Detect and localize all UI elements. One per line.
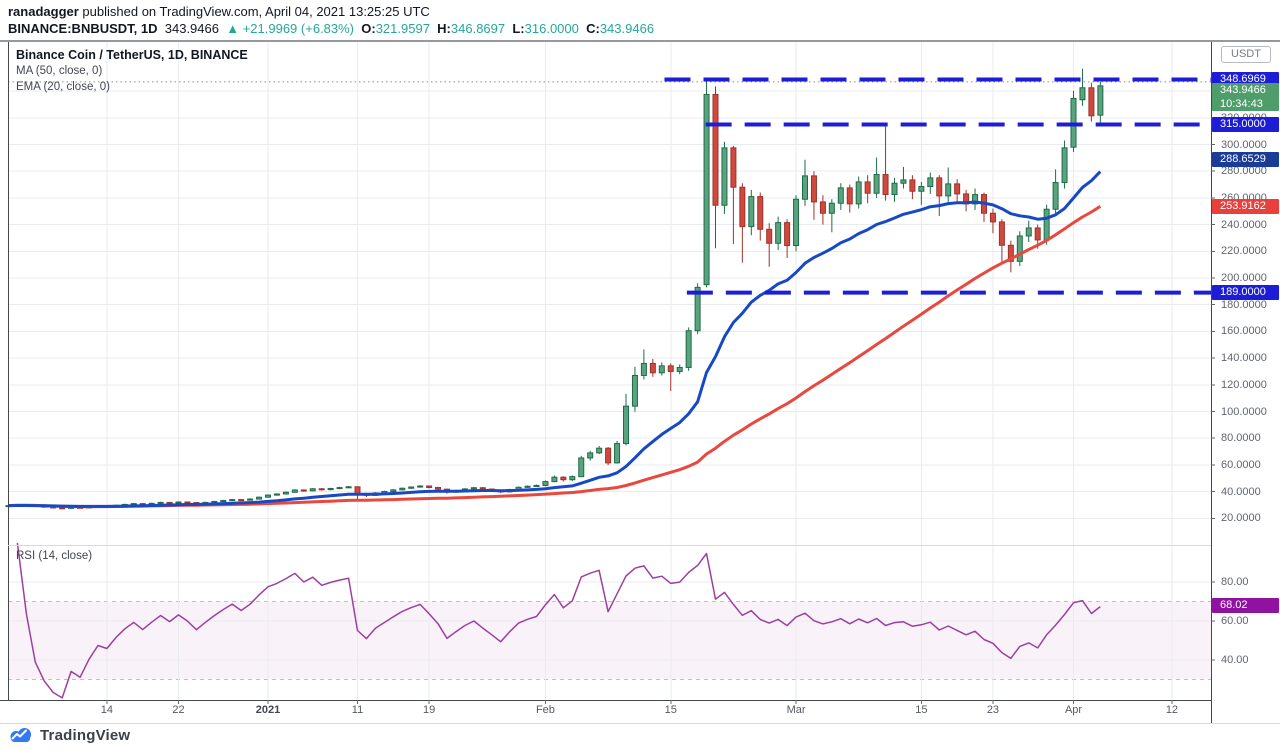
byline-username: ranadagger xyxy=(8,4,79,19)
header-separator xyxy=(0,40,1280,42)
last-price: 343.9466 xyxy=(164,21,219,36)
chart-title: Binance Coin / TetherUS, 1D, BINANCE xyxy=(16,48,248,62)
time-tick-label: 22 xyxy=(172,704,185,716)
high-value: 346.8697 xyxy=(450,21,506,36)
price-axis[interactable] xyxy=(1211,42,1280,723)
low-label: L: xyxy=(512,21,525,36)
level-low-badge: 189.0000 xyxy=(1212,285,1279,301)
price-tick-label: 140.0000 xyxy=(1221,352,1267,365)
rsi-legend: RSI (14, close) xyxy=(16,550,93,562)
price-tick-label: 180.0000 xyxy=(1221,298,1267,311)
price-tick-label: 280.0000 xyxy=(1221,165,1267,178)
rsi-tick-label: 60.00 xyxy=(1221,615,1249,627)
ema-legend: EMA (20, close, 0) xyxy=(16,81,110,93)
symbol-status-line: BINANCE:BNBUSDT, 1D 343.9466 ▲ +21.9969 … xyxy=(8,21,654,36)
time-tick-label: 23 xyxy=(986,704,1000,716)
price-tick-label: 220.0000 xyxy=(1221,245,1267,258)
price-tick-label: 120.0000 xyxy=(1221,378,1267,391)
bar-countdown: 10:34:43 xyxy=(1220,98,1263,110)
time-tick-label: 11 xyxy=(351,704,364,716)
ema-line xyxy=(8,170,1102,508)
price-tick-label: 40.0000 xyxy=(1221,485,1261,498)
tradingview-cloud-icon xyxy=(10,728,31,742)
high-label: H: xyxy=(437,21,451,36)
close-label: C: xyxy=(586,21,600,36)
level-lines xyxy=(664,77,1211,295)
time-axis[interactable] xyxy=(8,700,1211,723)
open-label: O: xyxy=(361,21,376,36)
rsi-value-badge: 68.02 xyxy=(1212,597,1279,613)
ma-legend: MA (50, close, 0) xyxy=(16,65,103,77)
chart-frame xyxy=(0,42,1215,723)
rsi-band xyxy=(8,601,1211,680)
close-value: 343.9466 xyxy=(599,21,655,36)
price-tick-label: 300.0000 xyxy=(1221,138,1267,151)
byline-text: published on TradingView.com, April 04, … xyxy=(78,4,430,19)
level-mid-badge: 315.0000 xyxy=(1212,116,1279,132)
open-value: 321.9597 xyxy=(375,21,430,36)
low-value: 316.0000 xyxy=(524,21,579,36)
rsi-tick-label: 80.00 xyxy=(1221,576,1249,588)
price-tick-label: 160.0000 xyxy=(1221,325,1267,338)
rsi-tick-label: 40.00 xyxy=(1221,654,1249,666)
price-tick-label: 200.0000 xyxy=(1221,272,1267,284)
time-tick-label: Apr xyxy=(1064,704,1083,716)
candlesticks xyxy=(5,68,1104,510)
price-tick-label: 20.0000 xyxy=(1221,512,1261,525)
time-tick-label: 19 xyxy=(422,704,436,716)
price-tick-label: 240.0000 xyxy=(1221,218,1267,231)
price-tick-label: 60.0000 xyxy=(1221,458,1261,471)
price-tick-label: 80.0000 xyxy=(1221,432,1261,445)
time-tick-label: 15 xyxy=(915,704,928,716)
ma-value-badge: 253.9162 xyxy=(1212,198,1279,214)
time-tick-label: 12 xyxy=(1165,704,1179,716)
time-tick-label: 2021 xyxy=(255,704,281,716)
time-tick-label: Feb xyxy=(535,704,555,716)
currency-toggle-button[interactable]: USDT xyxy=(1221,46,1271,63)
gridlines xyxy=(8,42,1211,700)
price-tick-label: 100.0000 xyxy=(1221,405,1267,418)
last-price-badge: 343.9466 10:34:43 xyxy=(1212,83,1279,111)
symbol-name: BINANCE:BNBUSDT, 1D xyxy=(8,21,158,36)
time-tick-label: 14 xyxy=(100,704,114,716)
footer-separator xyxy=(0,723,1280,724)
ema-value-badge: 288.6529 xyxy=(1212,152,1279,168)
rsi-line xyxy=(16,542,1101,699)
main-pane-legend: Binance Coin / TetherUS, 1D, BINANCE MA … xyxy=(16,47,248,95)
time-tick-label: Mar xyxy=(786,704,806,716)
tradingview-logo[interactable]: TradingView xyxy=(8,726,130,744)
price-change: ▲ +21.9969 (+6.83%) xyxy=(226,21,355,36)
byline: ranadagger published on TradingView.com,… xyxy=(8,4,430,19)
time-tick-label: 15 xyxy=(664,704,677,716)
logo-text: TradingView xyxy=(40,726,131,744)
